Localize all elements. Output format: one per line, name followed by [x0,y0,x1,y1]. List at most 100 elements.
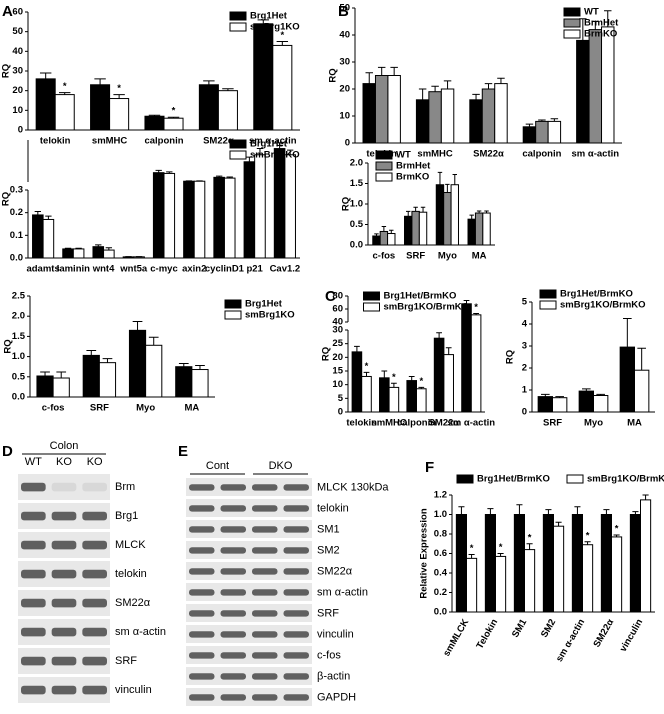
bar [443,192,452,246]
error-bar [437,171,443,185]
blot-band [189,631,215,638]
error-bar [525,123,534,127]
error-bar [40,371,50,376]
x-tick-label: sm α-actin [448,418,496,429]
x-tick-label: axin2 [182,264,206,275]
bar [428,91,442,144]
x-tick-label: wnt5a [119,264,148,275]
bar [469,99,483,144]
blot-band [252,673,278,680]
axis-break [344,324,352,328]
y-tick-label: 2.0 [350,158,363,169]
blot-strip [186,541,312,559]
error-bar [113,94,125,99]
panel-letter: E [178,443,188,460]
error-bar [613,534,620,537]
y-tick-label: 20 [339,84,350,95]
y-tick-label: 5 [338,393,344,404]
error-bar [463,300,470,304]
bar [482,212,491,246]
blot-band [252,652,278,659]
blot-band [51,656,77,666]
error-bar [39,72,52,79]
blot-row-label: Brm [115,481,135,493]
y-tick-label: 25 [332,338,343,349]
significance-mark: * [419,376,423,387]
y-tick-label: 3 [522,341,527,352]
y-tick-label: 0.2 [434,587,447,598]
bar [600,514,612,613]
blot-band [283,652,309,659]
y-axis-label: RQ [341,197,352,211]
y-tick-label: 0 [338,407,343,418]
x-tick-label: c-fos [373,251,396,262]
x-tick-label: c-fos [42,403,65,414]
x-tick-label: MA [472,251,487,262]
bar [547,120,562,144]
y-tick-label: 5 [522,297,528,308]
blot-band [252,526,278,533]
y-axis-label: RQ [3,339,14,353]
bar [379,377,390,413]
bar [406,380,418,413]
error-bar [632,511,639,515]
blot-band [283,610,309,617]
error-bar [418,88,427,100]
blot-strip [186,688,312,706]
blot-band [220,568,246,575]
x-tick-label: vinculin [618,617,646,654]
error-bar [452,173,458,185]
error-bar [148,336,159,346]
bar [90,84,111,131]
error-bar [45,215,52,220]
legend-swatch [563,18,581,28]
blot-band [189,484,215,491]
bar [466,557,478,613]
bar [440,88,455,144]
blot-band [252,631,278,638]
blot-band [51,511,77,521]
error-bar [473,313,479,315]
error-bar [167,116,180,119]
significance-mark: * [474,302,478,313]
panel-letter: B [338,3,349,20]
y-tick-label: 2.5 [12,291,26,302]
significance-mark: * [586,530,590,541]
x-tick-label: MA [184,403,199,414]
blot-row-label: MLCK [115,539,146,551]
error-bar [178,362,189,367]
error-bar [64,247,72,249]
bar [82,354,100,398]
error-bar [484,83,493,89]
bar [629,514,641,613]
x-tick-label: telokin [40,136,71,147]
bar [404,215,413,246]
y-tick-label: 0.0 [12,392,25,403]
error-bar [363,371,370,377]
axis-break [24,184,32,188]
y-tick-label: 80 [332,291,343,302]
legend-label: smBrg1KO/BrmKO [560,300,646,311]
error-bar [256,148,264,155]
bar [484,514,497,613]
bar [213,176,225,259]
blot-band [220,652,246,659]
x-tick-label: smMHC [92,136,128,147]
panel-letter: D [2,443,13,460]
error-bar [642,494,649,500]
error-bar [584,541,591,545]
blot-band [21,627,46,637]
bar [578,390,595,413]
legend-label: BrmKO [584,29,617,40]
legend-swatch [229,150,247,160]
legend-label: BrmHet [584,18,619,29]
x-tick-label: calponin [522,149,561,160]
legend-label: smBrg1KO [245,310,295,321]
error-bar [623,318,632,348]
bar [416,388,427,413]
x-tick-label: Cav1.2 [270,264,301,275]
error-bar [381,226,387,232]
blot-band [283,631,309,638]
error-bar [276,144,283,149]
blot-band [51,569,77,579]
